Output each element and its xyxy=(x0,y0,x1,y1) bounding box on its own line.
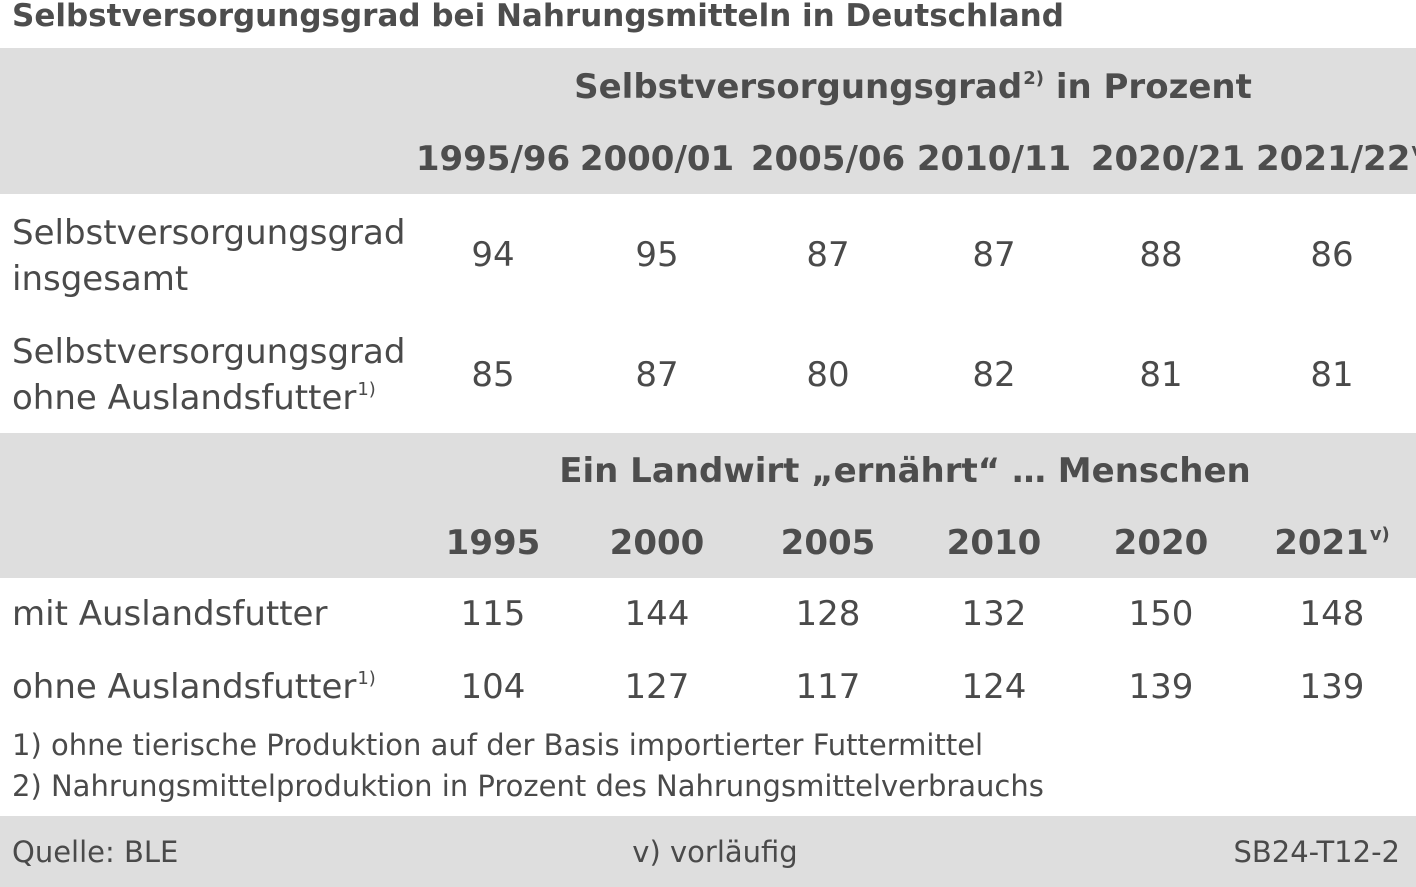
page-title: Selbstversorgungsgrad bei Nahrungsmittel… xyxy=(12,0,1064,34)
footnote-2: 2) Nahrungsmittelproduktion in Prozent d… xyxy=(12,769,1044,803)
table-cell: 88 xyxy=(1139,235,1183,275)
table-cell: 94 xyxy=(471,235,515,275)
table-cell: 87 xyxy=(972,235,1016,275)
table-cell: 150 xyxy=(1128,594,1194,634)
section1-year-last: 2021/22v) xyxy=(1256,139,1416,179)
section1-year: 2000/01 xyxy=(579,139,735,179)
section2-year: 1995 xyxy=(445,523,541,563)
table-cell: 117 xyxy=(795,667,861,707)
footnote-1: 1) ohne tierische Produktion auf der Bas… xyxy=(12,728,984,762)
section2-year: 2005 xyxy=(780,523,876,563)
section2-year: 2020 xyxy=(1113,523,1209,563)
table-cell: 82 xyxy=(972,355,1016,395)
section2-year: 2010 xyxy=(946,523,1042,563)
table-cell: 104 xyxy=(460,667,526,707)
footer-code: SB24-T12-2 xyxy=(1233,835,1400,869)
table-cell: 87 xyxy=(635,355,679,395)
section2-row-label: mit Auslandsfutter xyxy=(12,594,328,634)
table-cell: 115 xyxy=(460,594,526,634)
table-cell: 124 xyxy=(961,667,1027,707)
table-cell: 85 xyxy=(471,355,515,395)
footer-band xyxy=(0,816,1416,887)
section2-header-band xyxy=(0,433,1416,578)
footer-note: v) vorläufig xyxy=(632,835,798,869)
table-cell: 86 xyxy=(1310,235,1354,275)
table-cell: 144 xyxy=(624,594,690,634)
table-cell: 81 xyxy=(1310,355,1354,395)
section1-header: Selbstversorgungsgrad2) in Prozent xyxy=(574,67,1252,107)
table-cell: 127 xyxy=(624,667,690,707)
section2-header: Ein Landwirt „ernährt“ … Menschen xyxy=(559,451,1251,491)
section1-year: 2020/21 xyxy=(1090,139,1246,179)
section1-row-label: Selbstversorgungsgrad ohne Auslandsfutte… xyxy=(12,332,406,418)
table-cell: 80 xyxy=(806,355,850,395)
table-cell: 139 xyxy=(1128,667,1194,707)
section2-year: 2000 xyxy=(609,523,705,563)
section2-year-last: 2021v) xyxy=(1274,523,1390,563)
table-cell: 81 xyxy=(1139,355,1183,395)
table-cell: 87 xyxy=(806,235,850,275)
table-cell: 132 xyxy=(961,594,1027,634)
table-cell: 148 xyxy=(1299,594,1365,634)
section1-year: 1995/96 xyxy=(415,139,571,179)
table-cell: 139 xyxy=(1299,667,1365,707)
section1-year: 2005/06 xyxy=(750,139,906,179)
table-cell: 95 xyxy=(635,235,679,275)
section1-header-band xyxy=(0,48,1416,194)
table-cell: 128 xyxy=(795,594,861,634)
footer-source: Quelle: BLE xyxy=(12,835,179,869)
section1-row-label: Selbstversorgungsgrad insgesamt xyxy=(12,213,406,299)
section1-year: 2010/11 xyxy=(916,139,1072,179)
section2-row-label: ohne Auslandsfutter1) xyxy=(12,667,376,707)
